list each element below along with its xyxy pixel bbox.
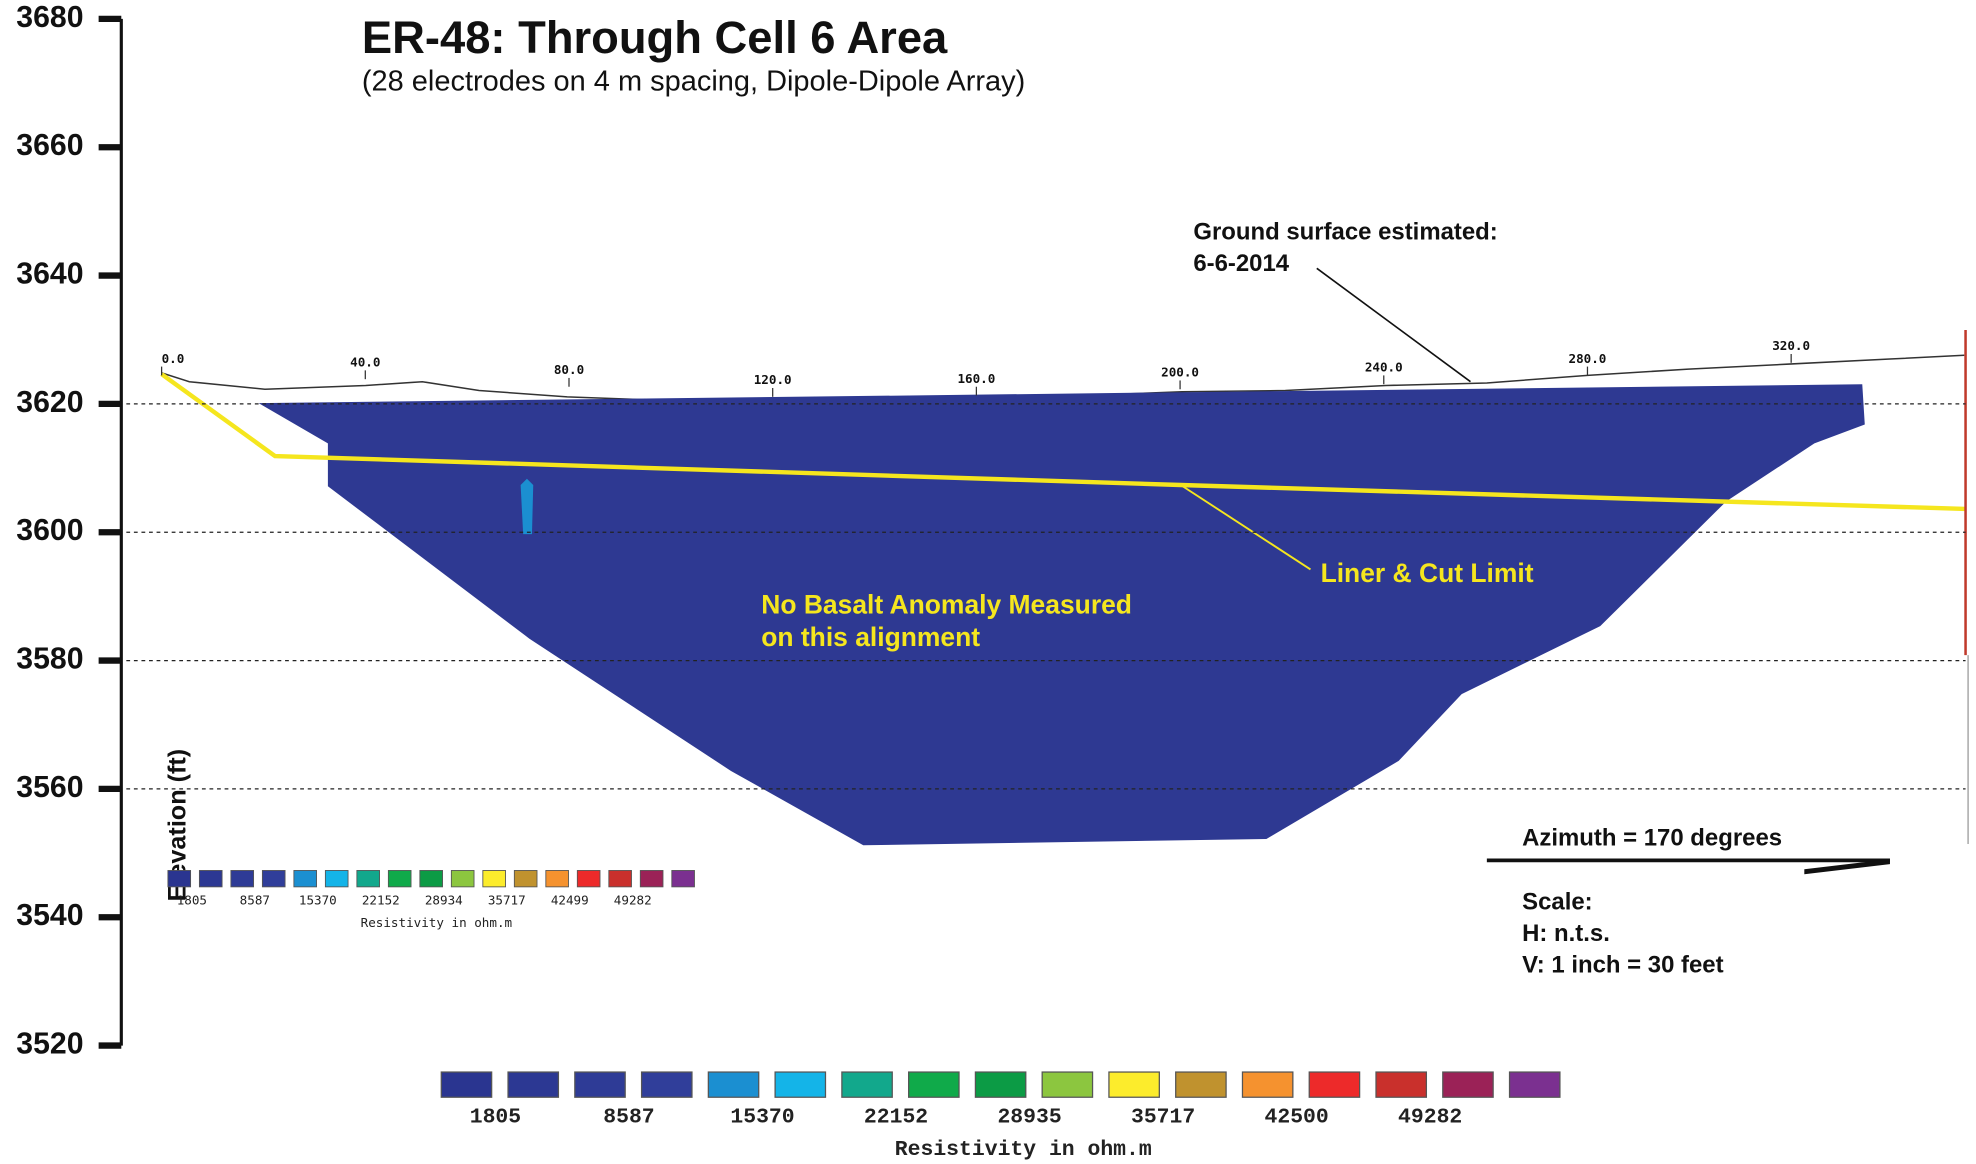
x-tick-label: 240.0 <box>1365 360 1403 375</box>
legend-swatch <box>507 1071 560 1098</box>
annotation: 6-6-2014 <box>1193 250 1289 277</box>
annotation: V: 1 inch = 30 feet <box>1522 952 1723 979</box>
legend-swatch <box>974 1071 1027 1098</box>
legend-label: 42500 <box>1265 1105 1329 1129</box>
inset-legend-swatch <box>482 870 506 888</box>
inset-legend-title: Resistivity in ohm.m <box>361 915 512 930</box>
x-tick-label: 0.0 <box>162 351 185 366</box>
inset-legend-swatch <box>639 870 664 888</box>
inset-legend-swatch <box>261 870 286 888</box>
inset-legend-label: 35717 <box>488 892 526 907</box>
y-tick-label: 3680 <box>16 1 83 34</box>
inset-legend-label: 15370 <box>299 892 337 907</box>
legend-label: 1805 <box>470 1105 521 1129</box>
legend-swatch <box>440 1071 493 1098</box>
legend-swatch <box>707 1071 760 1098</box>
legend-label: 15370 <box>730 1105 794 1129</box>
liner-leader <box>1180 484 1312 571</box>
inset-legend-swatch <box>293 870 317 888</box>
y-tick-label: 3660 <box>16 129 83 162</box>
annotation: Ground surface estimated: <box>1193 218 1497 245</box>
inset-legend-swatch <box>198 870 223 888</box>
x-tick-label: 320.0 <box>1772 338 1810 353</box>
inset-legend-swatch <box>450 870 475 888</box>
resistivity-section <box>258 384 1865 846</box>
legend-swatch <box>1241 1071 1294 1098</box>
annotation: Azimuth = 170 degrees <box>1522 824 1782 851</box>
inset-legend-label: 8587 <box>240 892 270 907</box>
legend-label: 28935 <box>997 1105 1061 1129</box>
x-tick-label: 80.0 <box>554 362 584 377</box>
annotation: H: n.t.s. <box>1522 920 1610 947</box>
x-tick-label: 120.0 <box>754 372 792 387</box>
legend-label: 49282 <box>1398 1105 1462 1129</box>
ground-leader <box>1316 267 1471 383</box>
annotation: on this alignment <box>761 622 980 652</box>
legend-swatch <box>841 1071 893 1098</box>
inset-legend-swatch <box>545 870 569 888</box>
annotation: Liner & Cut Limit <box>1321 558 1534 588</box>
y-tick-label: 3640 <box>16 258 83 291</box>
annotation: Scale: <box>1522 889 1592 916</box>
annotation: No Basalt Anomaly Measured <box>761 589 1132 619</box>
legend-swatch <box>1508 1071 1561 1098</box>
y-tick-label: 3600 <box>16 514 83 547</box>
inset-legend-swatch <box>576 870 601 888</box>
inset-legend-swatch <box>513 870 538 888</box>
legend-title: Resistivity in ohm.m <box>895 1138 1152 1162</box>
y-tick-label: 3560 <box>16 771 83 804</box>
chart-title: ER-48: Through Cell 6 Area <box>362 12 948 63</box>
legend-label: 8587 <box>603 1105 654 1129</box>
y-tick-label: 3620 <box>16 386 83 419</box>
anomaly-blob <box>520 478 534 535</box>
chart-subtitle: (28 electrodes on 4 m spacing, Dipole-Di… <box>362 66 1025 98</box>
inset-legend-label: 42499 <box>551 892 589 907</box>
y-tick-label: 3540 <box>16 899 83 932</box>
x-tick-label: 160.0 <box>957 371 995 386</box>
legend-swatch <box>908 1071 960 1098</box>
legend-swatch <box>1041 1071 1094 1098</box>
inset-legend-swatch <box>167 870 192 888</box>
inset-legend-swatch <box>671 870 695 888</box>
inset-legend-swatch <box>324 870 349 888</box>
legend-swatch <box>1108 1071 1160 1098</box>
inset-legend-swatch <box>356 870 380 888</box>
inset-legend-label: 28934 <box>425 892 463 907</box>
y-tick-label: 3580 <box>16 643 83 676</box>
legend-swatch <box>574 1071 626 1098</box>
x-tick-label: 200.0 <box>1161 365 1199 380</box>
legend-swatch <box>640 1071 693 1098</box>
legend-swatch <box>1175 1071 1227 1098</box>
inset-legend-swatch <box>230 870 255 888</box>
liner-line <box>160 372 1966 512</box>
inset-legend-swatch <box>608 870 632 888</box>
legend-swatch <box>1308 1071 1361 1098</box>
inset-legend-label: 22152 <box>362 892 400 907</box>
legend-swatch <box>774 1071 827 1098</box>
y-tick-label: 3520 <box>16 1028 83 1061</box>
legend-swatch <box>1375 1071 1428 1098</box>
legend-swatch <box>1442 1071 1494 1098</box>
inset-legend-swatch <box>387 870 412 888</box>
legend-label: 22152 <box>864 1105 928 1129</box>
x-tick-label: 40.0 <box>350 355 380 370</box>
azimuth-arrow <box>1804 859 1890 875</box>
x-tick-label: 280.0 <box>1569 351 1607 366</box>
inset-legend-label: 1805 <box>177 892 207 907</box>
inset-legend-swatch <box>419 870 443 888</box>
inset-legend-label: 49282 <box>614 892 652 907</box>
legend-label: 35717 <box>1131 1105 1195 1129</box>
